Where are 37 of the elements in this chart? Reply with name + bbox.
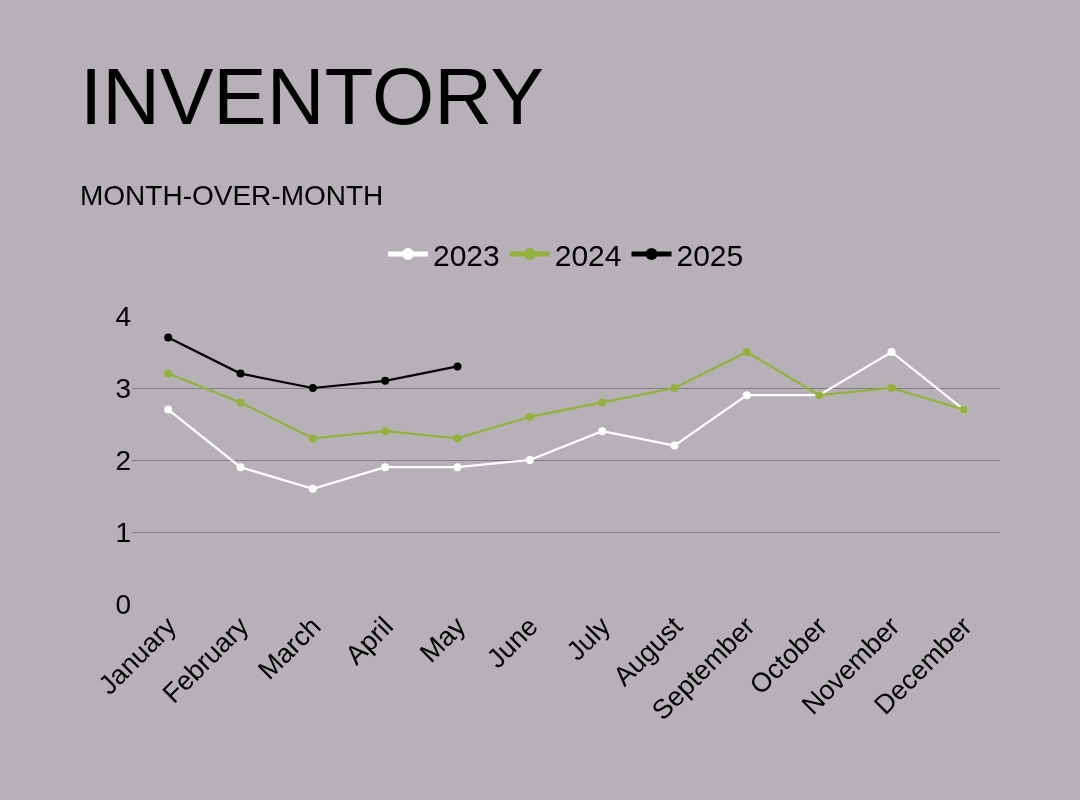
x-tick-label: May	[414, 610, 472, 669]
point	[453, 434, 462, 443]
point	[670, 384, 679, 392]
y-tick-label: 3	[115, 372, 131, 404]
point	[308, 384, 317, 392]
point	[453, 362, 462, 371]
point	[525, 412, 534, 421]
point	[742, 391, 751, 400]
point	[381, 463, 390, 472]
point	[164, 369, 173, 378]
y-tick-label: 4	[115, 300, 131, 332]
point	[164, 333, 173, 342]
point	[381, 427, 390, 436]
chart-subtitle: MONTH-OVER-MONTH	[80, 180, 384, 212]
legend-label: 2025	[676, 238, 744, 272]
point	[525, 456, 534, 464]
chart-title: INVENTORY	[80, 52, 544, 141]
point	[742, 348, 751, 356]
point	[236, 398, 245, 407]
point	[308, 484, 317, 493]
point	[236, 369, 245, 378]
legend-label: 2024	[554, 238, 622, 272]
point	[236, 463, 245, 472]
point	[453, 463, 462, 472]
y-tick-label: 0	[115, 588, 131, 620]
point	[308, 434, 317, 443]
point	[381, 376, 390, 385]
point	[598, 398, 607, 407]
point	[670, 441, 679, 450]
y-tick-label: 1	[115, 516, 131, 548]
point	[887, 348, 896, 356]
x-tick-label: July	[560, 610, 617, 667]
point	[164, 405, 173, 414]
point	[598, 427, 607, 436]
point	[887, 384, 896, 392]
legend-label: 2023	[433, 238, 500, 272]
y-tick-label: 2	[115, 444, 131, 476]
